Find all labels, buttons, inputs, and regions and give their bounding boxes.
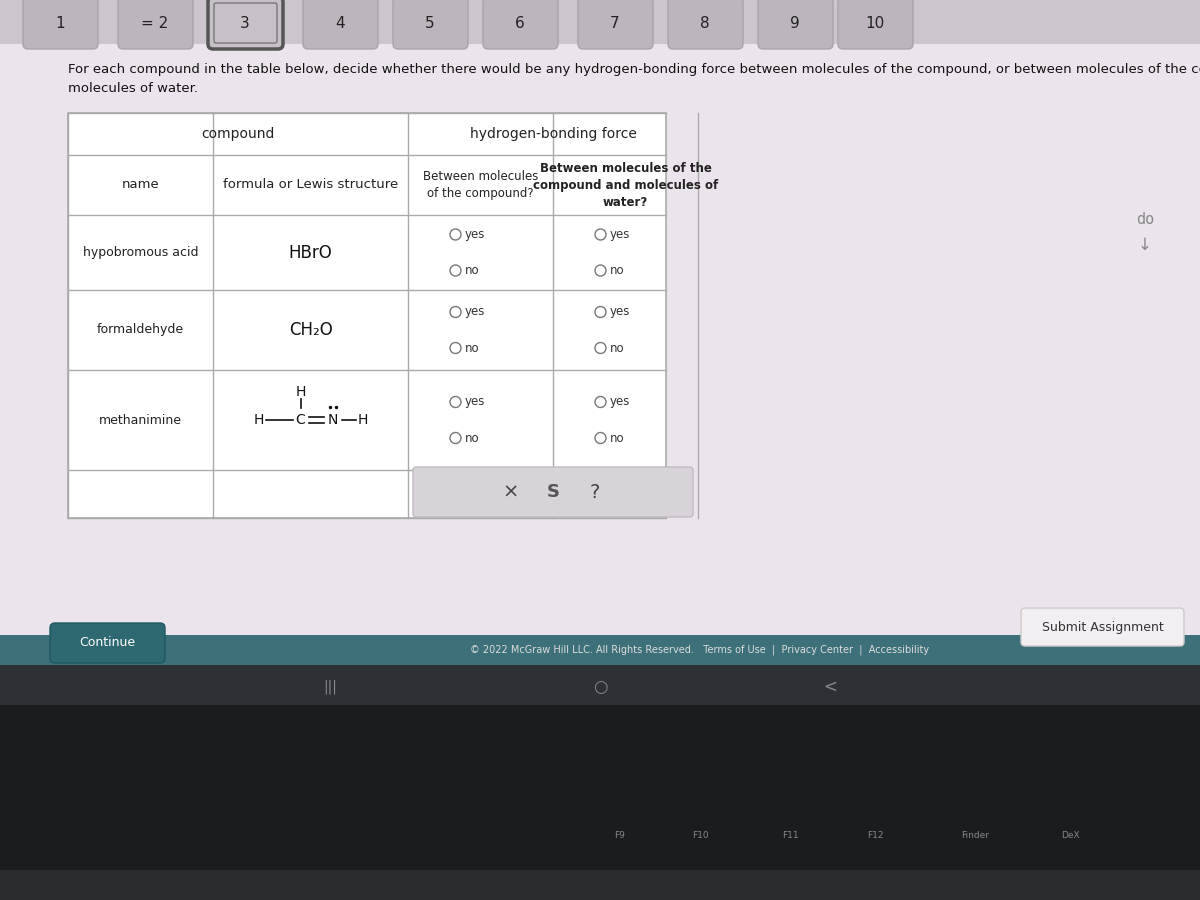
- Text: ↓: ↓: [1138, 236, 1152, 254]
- Text: ×: ×: [503, 482, 520, 501]
- Text: |||: |||: [323, 680, 337, 694]
- Text: 8: 8: [700, 15, 710, 31]
- FancyBboxPatch shape: [208, 0, 283, 49]
- Text: Between molecules
of the compound?: Between molecules of the compound?: [422, 170, 538, 200]
- Text: F12: F12: [866, 831, 883, 840]
- Text: yes: yes: [464, 228, 485, 241]
- FancyBboxPatch shape: [394, 0, 468, 49]
- Text: no: no: [610, 264, 624, 277]
- Text: Submit Assignment: Submit Assignment: [1042, 620, 1163, 634]
- FancyBboxPatch shape: [413, 467, 694, 517]
- Text: Between molecules of the
compound and molecules of
water?: Between molecules of the compound and mo…: [533, 161, 718, 209]
- Text: no: no: [610, 431, 624, 445]
- Text: H: H: [295, 385, 306, 399]
- Text: H: H: [253, 413, 264, 427]
- Bar: [0, 870, 1200, 900]
- Bar: [0, 665, 1200, 705]
- Text: F9: F9: [614, 831, 625, 840]
- Text: 1: 1: [55, 15, 65, 31]
- Text: molecules of water.: molecules of water.: [68, 82, 198, 94]
- Text: no: no: [464, 264, 479, 277]
- FancyBboxPatch shape: [838, 0, 913, 49]
- Text: methanimine: methanimine: [98, 413, 182, 427]
- FancyBboxPatch shape: [50, 623, 166, 663]
- FancyBboxPatch shape: [668, 0, 743, 49]
- Text: DeX: DeX: [1061, 831, 1079, 840]
- Text: yes: yes: [610, 395, 630, 409]
- Text: F10: F10: [691, 831, 708, 840]
- Text: Continue: Continue: [79, 636, 136, 650]
- Text: H: H: [358, 413, 367, 427]
- Text: CH₂O: CH₂O: [289, 321, 332, 339]
- FancyBboxPatch shape: [302, 0, 378, 49]
- Text: hydrogen-bonding force: hydrogen-bonding force: [469, 127, 636, 141]
- Text: yes: yes: [610, 305, 630, 319]
- Text: no: no: [610, 341, 624, 355]
- Text: hypobromous acid: hypobromous acid: [83, 246, 198, 259]
- Text: no: no: [464, 431, 479, 445]
- Text: F11: F11: [781, 831, 798, 840]
- FancyBboxPatch shape: [578, 0, 653, 49]
- Text: 6: 6: [515, 15, 524, 31]
- Text: For each compound in the table below, decide whether there would be any hydrogen: For each compound in the table below, de…: [68, 64, 1200, 76]
- Text: compound: compound: [202, 127, 275, 141]
- Text: = 2: = 2: [142, 15, 169, 31]
- Text: formaldehyde: formaldehyde: [97, 323, 184, 337]
- Bar: [0, 44, 1200, 635]
- Text: 9: 9: [790, 15, 800, 31]
- Text: 4: 4: [335, 15, 344, 31]
- FancyBboxPatch shape: [23, 0, 98, 49]
- Text: yes: yes: [464, 395, 485, 409]
- Text: formula or Lewis structure: formula or Lewis structure: [223, 178, 398, 192]
- FancyBboxPatch shape: [758, 0, 833, 49]
- Bar: [0, 0, 1200, 44]
- Text: yes: yes: [610, 228, 630, 241]
- Text: name: name: [121, 178, 160, 192]
- Text: 7: 7: [610, 15, 620, 31]
- Text: do: do: [1136, 212, 1154, 228]
- Text: N: N: [328, 413, 337, 427]
- Bar: [0, 705, 1200, 900]
- FancyBboxPatch shape: [482, 0, 558, 49]
- Text: no: no: [464, 341, 479, 355]
- Text: yes: yes: [464, 305, 485, 319]
- Text: <: <: [823, 678, 838, 696]
- Text: 3: 3: [240, 15, 250, 31]
- Text: ○: ○: [593, 678, 607, 696]
- FancyBboxPatch shape: [1021, 608, 1184, 646]
- Bar: [0, 0, 1200, 635]
- Text: HBrO: HBrO: [289, 244, 332, 262]
- Text: Finder: Finder: [961, 831, 989, 840]
- Text: C: C: [295, 413, 305, 427]
- Text: S: S: [546, 483, 559, 501]
- Bar: [68, 113, 666, 518]
- Text: ?: ?: [590, 482, 600, 501]
- Text: 10: 10: [865, 15, 884, 31]
- Bar: [0, 635, 1200, 665]
- FancyBboxPatch shape: [118, 0, 193, 49]
- Text: © 2022 McGraw Hill LLC. All Rights Reserved.   Terms of Use  |  Privacy Center  : © 2022 McGraw Hill LLC. All Rights Reser…: [470, 644, 930, 655]
- Text: 5: 5: [425, 15, 434, 31]
